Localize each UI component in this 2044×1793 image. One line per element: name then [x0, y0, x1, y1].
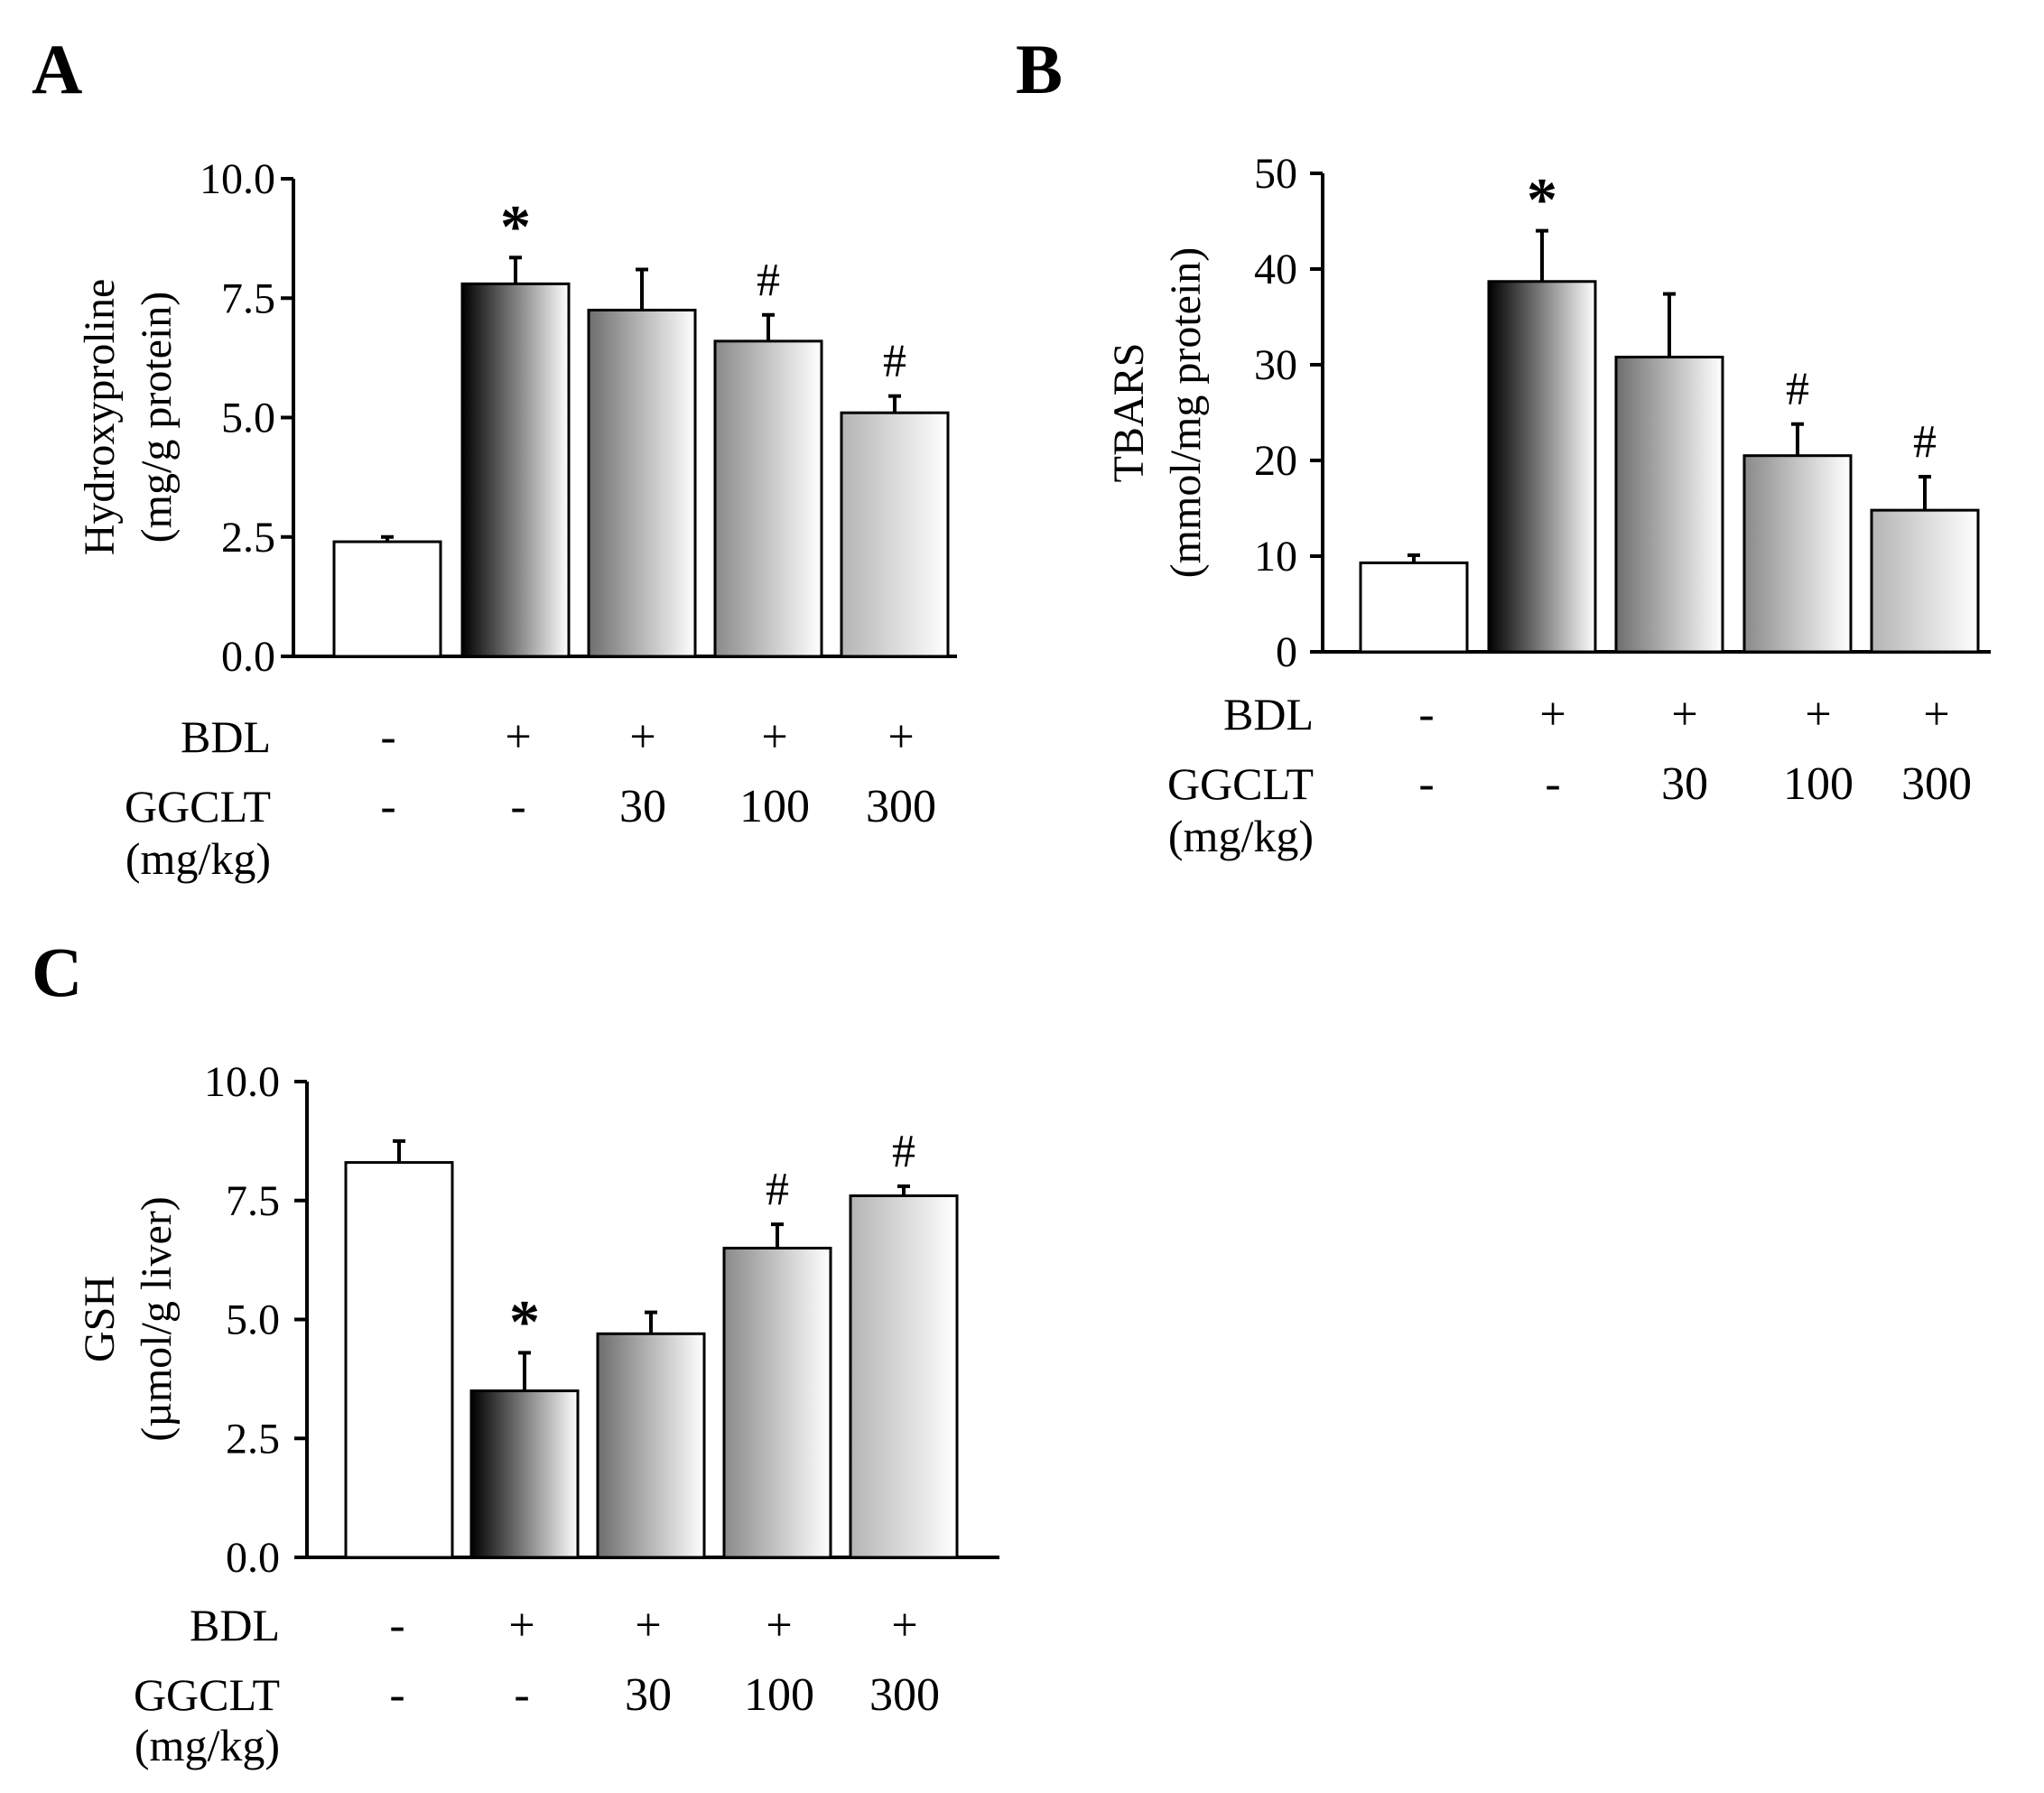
- bar: [713, 339, 823, 658]
- y-tick-label: 10.0: [200, 155, 275, 203]
- row-label-bdl: BDL: [190, 1600, 280, 1650]
- dose-cell: -: [1545, 758, 1560, 810]
- bar: [469, 1389, 580, 1559]
- y-tick-label: 20: [1254, 437, 1297, 485]
- bar: [587, 308, 697, 658]
- y-tick-label: 7.5: [226, 1177, 280, 1225]
- y-tick-label: 5.0: [226, 1296, 280, 1344]
- y-tick-label: 10.0: [204, 1058, 280, 1106]
- significance-mark: #: [1913, 416, 1937, 468]
- y-axis-title-units: (mg/g protein): [133, 292, 181, 543]
- bdl-cell: +: [1539, 689, 1566, 740]
- y-axis-title: GSH: [76, 1276, 124, 1362]
- dose-cell: -: [389, 1669, 404, 1721]
- chart-panel-a: A Hydroxyproline (mg/g protein) 0.0 2.5 5.0 7.…: [32, 30, 957, 884]
- bdl-cell: +: [1671, 689, 1697, 740]
- bdl-cell: +: [766, 1600, 792, 1651]
- bdl-cell: -: [1418, 689, 1434, 740]
- bar: [1614, 356, 1724, 654]
- y-tick-label: 5.0: [221, 395, 275, 442]
- row-label-ggclt: GGCLT: [1167, 758, 1314, 809]
- dose-cell: -: [380, 781, 395, 832]
- chart-panel-b: B TBARS (mmol/mg protein) 0 10 20 30 40 50 * # # BDL…: [1016, 30, 1991, 861]
- bar: [1870, 508, 1980, 654]
- y-tick-label: 7.5: [221, 274, 275, 322]
- row-label-bdl: BDL: [1223, 689, 1314, 739]
- row-label-bdl: BDL: [181, 711, 271, 762]
- significance-mark: #: [892, 1126, 915, 1177]
- y-tick-label: 30: [1254, 341, 1297, 389]
- significance-mark: *: [509, 1287, 540, 1355]
- bar: [1359, 561, 1469, 654]
- bar: [1742, 454, 1853, 654]
- row-label-dose-unit: (mg/kg): [1168, 811, 1314, 861]
- bar: [460, 282, 571, 658]
- row-label-dose-unit: (mg/kg): [125, 833, 271, 884]
- dose-cell: -: [514, 1669, 529, 1721]
- y-axis-title-units: (mmol/mg protein): [1162, 247, 1210, 579]
- y-axis-title: TBARS: [1105, 343, 1153, 483]
- dose-cell: 30: [625, 1669, 672, 1721]
- significance-mark: *: [500, 191, 531, 260]
- row-label-dose-unit: (mg/kg): [135, 1720, 280, 1770]
- y-tick-label: 10: [1254, 533, 1297, 581]
- dose-cell: 30: [1661, 758, 1708, 810]
- bdl-cell: +: [891, 1600, 917, 1651]
- panel-letter-a: A: [32, 30, 82, 108]
- bdl-cell: -: [380, 711, 395, 763]
- bar: [849, 1194, 959, 1559]
- y-axis-title-units: (µmol/g liver): [133, 1196, 181, 1442]
- panel-letter-c: C: [32, 933, 82, 1011]
- dose-cell: 300: [869, 1669, 940, 1721]
- bar: [344, 1161, 454, 1559]
- y-axis-title: Hydroxyproline: [76, 279, 124, 556]
- y-tick-label: 50: [1254, 150, 1297, 198]
- y-tick-label: 0.0: [221, 633, 275, 681]
- significance-mark: #: [883, 336, 906, 387]
- bdl-cell: +: [887, 711, 914, 763]
- bar: [596, 1332, 706, 1559]
- dose-cell: -: [510, 781, 525, 832]
- bdl-cell: +: [508, 1600, 534, 1651]
- significance-mark: *: [1527, 165, 1557, 234]
- bdl-cell: +: [629, 711, 655, 763]
- bar: [840, 411, 950, 658]
- significance-mark: #: [1786, 364, 1809, 415]
- bdl-cell: +: [635, 1600, 661, 1651]
- dose-cell: 100: [1783, 758, 1854, 810]
- bar: [1487, 280, 1597, 654]
- y-tick-label: 0: [1276, 628, 1297, 676]
- dose-cell: -: [1418, 758, 1434, 810]
- y-tick-label: 0.0: [226, 1534, 280, 1582]
- bdl-cell: +: [1923, 689, 1949, 740]
- dose-cell: 100: [744, 1669, 814, 1721]
- dose-cell: 300: [1901, 758, 1972, 810]
- panel-letter-b: B: [1016, 30, 1063, 108]
- chart-panel-c: C GSH (µmol/g liver) 0.0 2.5 5.0 7.5 10.0 * # # BDL…: [32, 933, 999, 1770]
- bdl-cell: +: [761, 711, 787, 763]
- significance-mark: #: [757, 255, 780, 306]
- bdl-cell: -: [389, 1600, 404, 1651]
- dose-cell: 300: [866, 781, 936, 832]
- y-tick-label: 40: [1254, 246, 1297, 293]
- y-tick-label: 2.5: [226, 1415, 280, 1463]
- row-label-ggclt: GGCLT: [134, 1669, 280, 1720]
- bdl-cell: +: [1805, 689, 1831, 740]
- significance-mark: #: [766, 1164, 789, 1215]
- dose-cell: 100: [739, 781, 810, 832]
- bar: [332, 540, 442, 658]
- dose-cell: 30: [619, 781, 666, 832]
- row-label-ggclt: GGCLT: [125, 781, 271, 831]
- y-tick-label: 2.5: [221, 514, 275, 562]
- bdl-cell: +: [505, 711, 531, 763]
- bar: [722, 1246, 832, 1559]
